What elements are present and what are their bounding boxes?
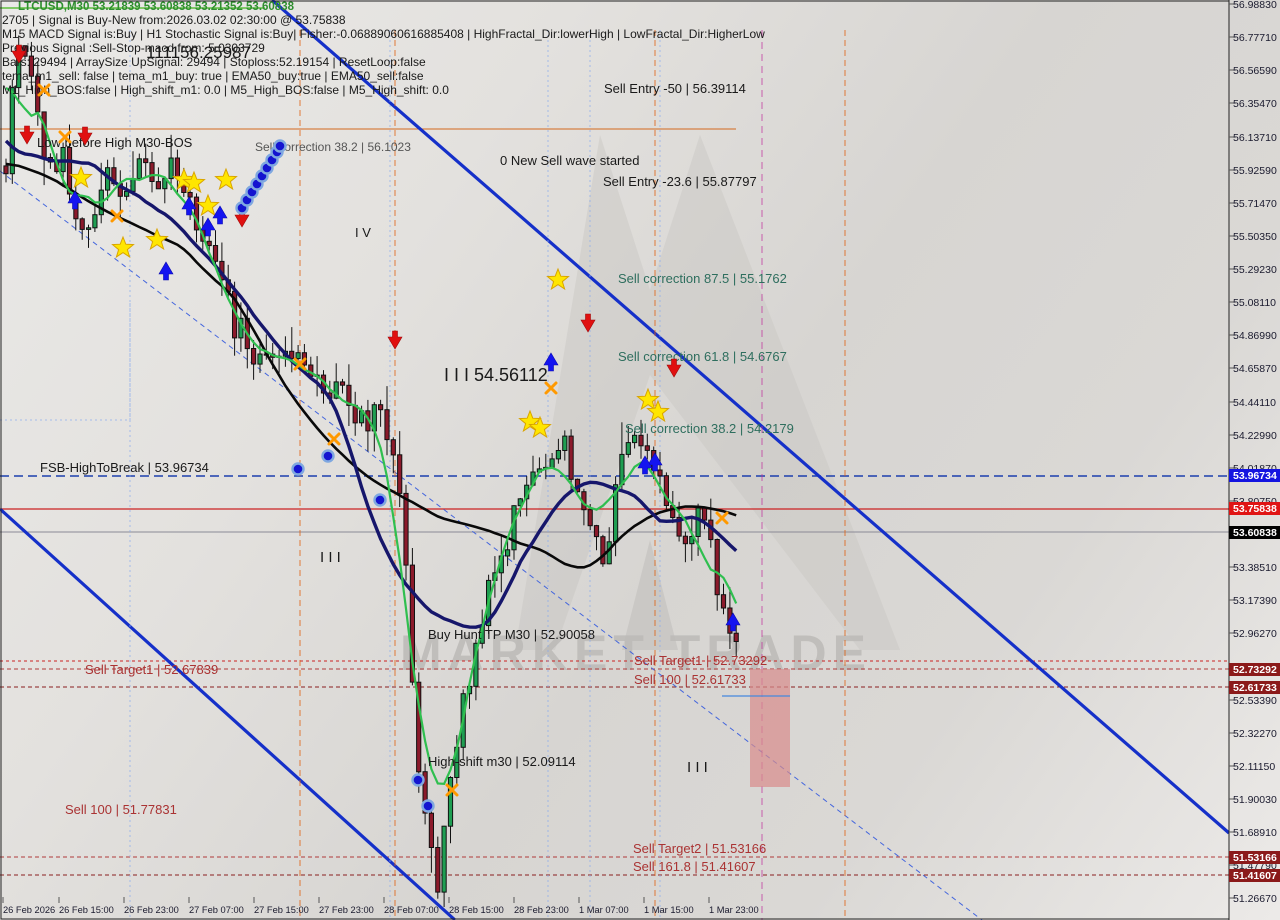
svg-text:Sell Target1 | 52.73292: Sell Target1 | 52.73292 bbox=[634, 653, 767, 668]
svg-text:111156.25987: 111156.25987 bbox=[146, 43, 251, 62]
svg-text:27 Feb 07:00: 27 Feb 07:00 bbox=[189, 905, 244, 915]
svg-text:56.13710: 56.13710 bbox=[1233, 132, 1277, 144]
svg-text:55.92590: 55.92590 bbox=[1233, 165, 1277, 177]
svg-text:Sell correction 61.8 | 54.6767: Sell correction 61.8 | 54.6767 bbox=[618, 349, 787, 364]
svg-text:FSB-HighToBreak | 53.96734: FSB-HighToBreak | 53.96734 bbox=[40, 460, 209, 475]
svg-text:I I I: I I I bbox=[687, 759, 708, 776]
svg-text:51.90030: 51.90030 bbox=[1233, 794, 1277, 806]
svg-text:55.29230: 55.29230 bbox=[1233, 264, 1277, 276]
svg-text:2705 | Signal is Buy-New from:: 2705 | Signal is Buy-New from:2026.03.02… bbox=[2, 13, 346, 27]
svg-text:High-shift m30 | 52.09114: High-shift m30 | 52.09114 bbox=[428, 754, 576, 769]
svg-text:Sell 161.8 | 51.41607: Sell 161.8 | 51.41607 bbox=[633, 859, 756, 874]
svg-text:55.08110: 55.08110 bbox=[1233, 297, 1276, 309]
svg-text:27 Feb 23:00: 27 Feb 23:00 bbox=[319, 905, 374, 915]
svg-text:1 Mar 15:00: 1 Mar 15:00 bbox=[644, 905, 694, 915]
svg-text:56.35470: 56.35470 bbox=[1233, 98, 1277, 110]
svg-text:52.61733: 52.61733 bbox=[1233, 682, 1277, 694]
svg-text:Sell 100 | 51.77831: Sell 100 | 51.77831 bbox=[65, 802, 177, 817]
svg-text:53.60838: 53.60838 bbox=[1233, 527, 1277, 539]
svg-text:Sell correction 87.5 | 55.1762: Sell correction 87.5 | 55.1762 bbox=[618, 271, 787, 286]
svg-text:Sell Entry -50 | 56.39114: Sell Entry -50 | 56.39114 bbox=[604, 81, 746, 96]
svg-text:26 Feb 15:00: 26 Feb 15:00 bbox=[59, 905, 114, 915]
svg-text:26 Feb 23:00: 26 Feb 23:00 bbox=[124, 905, 179, 915]
svg-text:M15 MACD Signal is:Buy | H1 St: M15 MACD Signal is:Buy | H1 Stochastic S… bbox=[2, 27, 765, 41]
svg-text:52.73292: 52.73292 bbox=[1233, 664, 1277, 676]
svg-text:55.50350: 55.50350 bbox=[1233, 231, 1277, 243]
svg-text:53.75838: 53.75838 bbox=[1233, 503, 1277, 515]
svg-text:54.65870: 54.65870 bbox=[1233, 363, 1277, 375]
svg-text:Sell Target1 | 52.67839: Sell Target1 | 52.67839 bbox=[85, 662, 218, 677]
svg-text:53.96734: 53.96734 bbox=[1233, 470, 1277, 482]
svg-text:52.11150: 52.11150 bbox=[1233, 761, 1275, 773]
svg-text:53.17390: 53.17390 bbox=[1233, 595, 1277, 607]
svg-text:LTCUSD,M30 53.21839 53.60838: LTCUSD,M30 53.21839 53.60838 53.21352 53… bbox=[18, 1, 295, 13]
svg-text:1 Mar 23:00: 1 Mar 23:00 bbox=[709, 905, 759, 915]
svg-text:54.44110: 54.44110 bbox=[1233, 397, 1276, 409]
svg-text:I V: I V bbox=[355, 225, 371, 240]
svg-text:51.26670: 51.26670 bbox=[1233, 893, 1277, 905]
svg-text:52.32270: 52.32270 bbox=[1233, 728, 1277, 740]
svg-text:Sell 100 | 52.61733: Sell 100 | 52.61733 bbox=[634, 672, 746, 687]
svg-text:54.86990: 54.86990 bbox=[1233, 330, 1277, 342]
svg-text:28 Feb 23:00: 28 Feb 23:00 bbox=[514, 905, 569, 915]
svg-text:0 New Sell wave started: 0 New Sell wave started bbox=[500, 153, 639, 168]
svg-text:54.22990: 54.22990 bbox=[1233, 430, 1277, 442]
svg-text:I I I 54.56112: I I I 54.56112 bbox=[444, 365, 548, 385]
svg-text:M1_High_BOS:false | High_shift: M1_High_BOS:false | High_shift_m1: 0.0 |… bbox=[2, 83, 449, 97]
svg-text:28 Feb 15:00: 28 Feb 15:00 bbox=[449, 905, 504, 915]
svg-text:55.71470: 55.71470 bbox=[1233, 198, 1277, 210]
svg-text:1 Mar 07:00: 1 Mar 07:00 bbox=[579, 905, 629, 915]
svg-text:56.98830: 56.98830 bbox=[1233, 0, 1277, 11]
svg-text:I I I: I I I bbox=[320, 549, 341, 566]
svg-text:tema_m1_sell: false | tema_m1_: tema_m1_sell: false | tema_m1_buy: true … bbox=[2, 69, 424, 83]
svg-text:Buy Hunt TP M30 | 52.90058: Buy Hunt TP M30 | 52.90058 bbox=[428, 627, 595, 642]
svg-text:51.68910: 51.68910 bbox=[1233, 827, 1277, 839]
svg-text:26 Feb 2026: 26 Feb 2026 bbox=[3, 905, 55, 915]
svg-text:53.38510: 53.38510 bbox=[1233, 562, 1277, 574]
svg-text:28 Feb 07:00: 28 Feb 07:00 bbox=[384, 905, 439, 915]
svg-text:56.77710: 56.77710 bbox=[1233, 32, 1277, 44]
svg-text:Sell correction 38.2 | 54.2179: Sell correction 38.2 | 54.2179 bbox=[625, 421, 794, 436]
svg-text:51.53166: 51.53166 bbox=[1233, 852, 1277, 864]
svg-text:52.96270: 52.96270 bbox=[1233, 628, 1277, 640]
svg-text:Sell Target2 | 51.53166: Sell Target2 | 51.53166 bbox=[633, 841, 766, 856]
svg-text:27 Feb 15:00: 27 Feb 15:00 bbox=[254, 905, 309, 915]
svg-text:52.53390: 52.53390 bbox=[1233, 695, 1277, 707]
svg-text:51.41607: 51.41607 bbox=[1233, 870, 1277, 882]
svg-text:56.56590: 56.56590 bbox=[1233, 65, 1277, 77]
svg-text:Sell Entry -23.6 | 55.87797: Sell Entry -23.6 | 55.87797 bbox=[603, 174, 757, 189]
